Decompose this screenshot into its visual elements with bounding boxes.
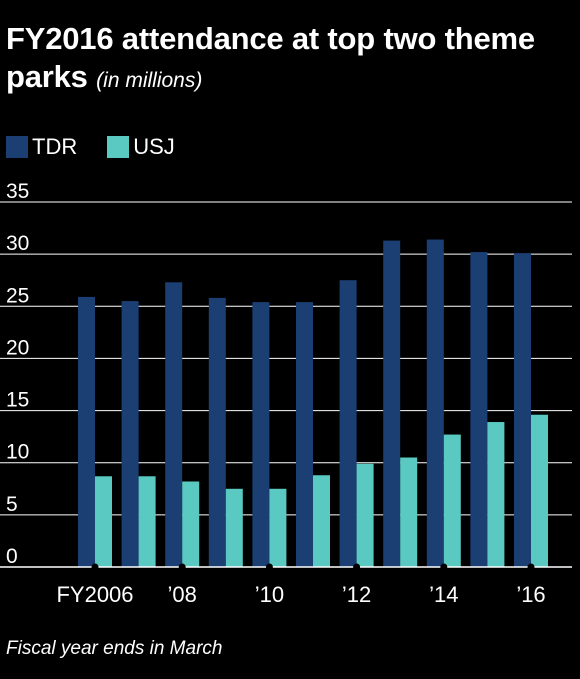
bar-tdr-fy2016: [514, 253, 531, 567]
x-tick-marker-4: [265, 563, 273, 571]
legend-label-usj: USJ: [133, 134, 175, 159]
x-tick-marker-2: [178, 563, 186, 571]
chart-title-text: FY2016 attendance at top two theme parks: [6, 21, 535, 94]
bar-tdr-fy2007: [121, 301, 139, 567]
bar-tdr-fy2012: [339, 280, 357, 567]
y-tick-label-15: 15: [6, 389, 29, 412]
y-tick-label-0: 0: [6, 545, 18, 568]
legend-swatch-usj: [107, 136, 130, 158]
bar-usj-fy2015: [487, 422, 505, 567]
y-tick-label-5: 5: [6, 493, 18, 516]
bar-usj-fy2013: [400, 457, 418, 567]
bar-usj-fy2008: [182, 481, 200, 567]
x-tick-label-10: ’16: [516, 582, 545, 607]
y-tick-label-35: 35: [6, 180, 29, 203]
x-tick-marker-10: [527, 563, 535, 571]
bar-usj-fy2012: [356, 463, 374, 567]
x-tick-marker-0: [91, 563, 99, 571]
x-tick-label-2: ’08: [168, 582, 197, 607]
x-tick-marker-6: [353, 563, 361, 571]
bar-usj-fy2010: [269, 488, 287, 567]
y-tick-label-25: 25: [6, 284, 29, 307]
legend: TDR USJ: [6, 134, 205, 160]
bar-usj-fy2009: [225, 488, 243, 567]
y-tick-label-20: 20: [6, 336, 29, 359]
chart-title: FY2016 attendance at top two theme parks…: [6, 20, 566, 100]
chart-subtitle: (in millions): [96, 69, 203, 92]
bar-tdr-fy2008: [165, 282, 183, 567]
legend-item-tdr: TDR: [6, 134, 77, 160]
bar-usj-fy2011: [313, 475, 330, 567]
y-tick-label-30: 30: [6, 232, 29, 255]
bar-tdr-fy2006: [78, 296, 95, 567]
y-tick-label-10: 10: [6, 441, 29, 464]
legend-label-tdr: TDR: [32, 134, 78, 159]
bar-tdr-fy2015: [470, 252, 488, 568]
legend-item-usj: USJ: [107, 134, 175, 160]
bar-tdr-fy2010: [252, 302, 270, 567]
legend-swatch-tdr: [6, 136, 28, 158]
x-tick-label-8: ’14: [429, 582, 458, 607]
bar-tdr-fy2009: [208, 297, 226, 567]
footnote: Fiscal year ends in March: [6, 638, 223, 659]
bar-tdr-fy2014: [426, 239, 444, 568]
bar-chart: 0 5 10 15 20 25 30 35 FY2006 ’08 ’10 ’12 ’14 ’16: [0, 180, 572, 607]
bar-usj-fy2007: [138, 476, 156, 567]
bar-tdr-fy2013: [383, 240, 401, 568]
x-tick-label-4: ’10: [255, 582, 284, 607]
bar-tdr-fy2011: [296, 302, 313, 567]
x-tick-label-0: FY2006: [56, 582, 133, 607]
bar-usj-fy2006: [95, 476, 112, 567]
bar-usj-fy2014: [443, 434, 461, 567]
x-tick-marker-8: [440, 563, 448, 571]
x-tick-label-6: ’12: [342, 582, 371, 607]
bar-usj-fy2016: [531, 414, 548, 567]
